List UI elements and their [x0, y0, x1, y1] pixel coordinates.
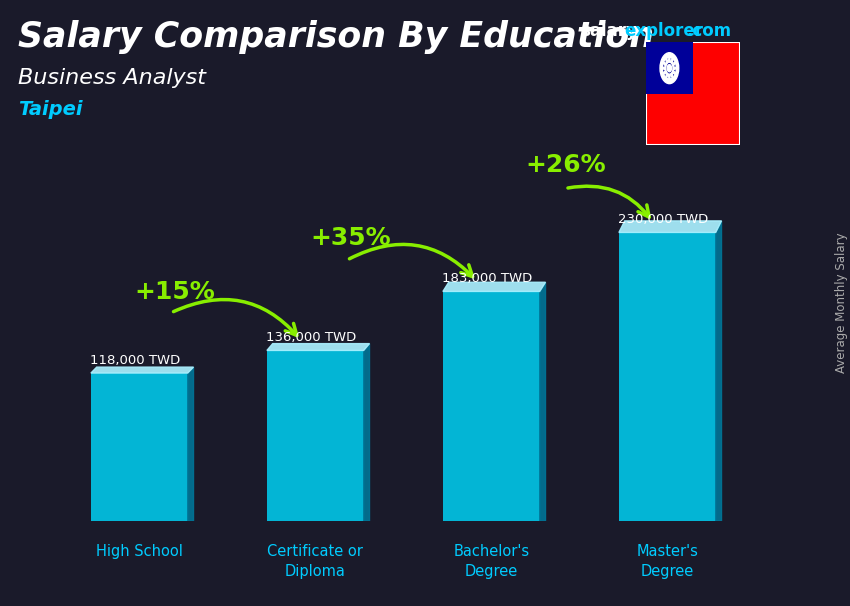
Text: 136,000 TWD: 136,000 TWD [266, 331, 356, 344]
Polygon shape [364, 344, 370, 521]
Polygon shape [672, 70, 677, 75]
Text: Business Analyst: Business Analyst [18, 68, 206, 88]
Text: +26%: +26% [525, 153, 605, 177]
Text: 230,000 TWD: 230,000 TWD [618, 213, 708, 226]
Circle shape [667, 65, 672, 72]
Text: Taipei: Taipei [18, 100, 82, 119]
Bar [646, 42, 693, 94]
Bar [443, 291, 540, 521]
Text: High School: High School [96, 544, 183, 559]
Text: +35%: +35% [310, 226, 391, 250]
Text: salary: salary [580, 22, 637, 40]
Polygon shape [267, 344, 370, 350]
Polygon shape [91, 367, 194, 373]
Polygon shape [662, 61, 666, 67]
Polygon shape [662, 70, 666, 75]
Text: .com: .com [686, 22, 731, 40]
Polygon shape [673, 67, 678, 70]
Text: Certificate or
Diploma: Certificate or Diploma [268, 544, 363, 579]
Polygon shape [672, 61, 677, 67]
Circle shape [664, 59, 675, 78]
Polygon shape [665, 56, 668, 64]
Bar [619, 233, 716, 521]
Bar [267, 350, 364, 521]
Text: Bachelor's
Degree: Bachelor's Degree [453, 544, 530, 579]
Polygon shape [668, 74, 671, 82]
Text: Average Monthly Salary: Average Monthly Salary [836, 233, 848, 373]
Text: Salary Comparison By Education: Salary Comparison By Education [18, 20, 654, 54]
Polygon shape [665, 73, 668, 81]
Circle shape [660, 53, 678, 84]
Text: Master's
Degree: Master's Degree [637, 544, 698, 579]
Polygon shape [668, 54, 671, 62]
Polygon shape [671, 73, 674, 81]
Polygon shape [188, 367, 194, 521]
Polygon shape [660, 67, 666, 70]
Polygon shape [671, 56, 674, 64]
Polygon shape [443, 282, 546, 291]
Text: +15%: +15% [134, 280, 215, 304]
Bar [91, 373, 188, 521]
Text: explorer: explorer [624, 22, 703, 40]
Text: 118,000 TWD: 118,000 TWD [90, 354, 180, 367]
Polygon shape [716, 221, 722, 521]
Text: 183,000 TWD: 183,000 TWD [442, 272, 532, 285]
Polygon shape [540, 282, 546, 521]
Polygon shape [619, 221, 722, 233]
